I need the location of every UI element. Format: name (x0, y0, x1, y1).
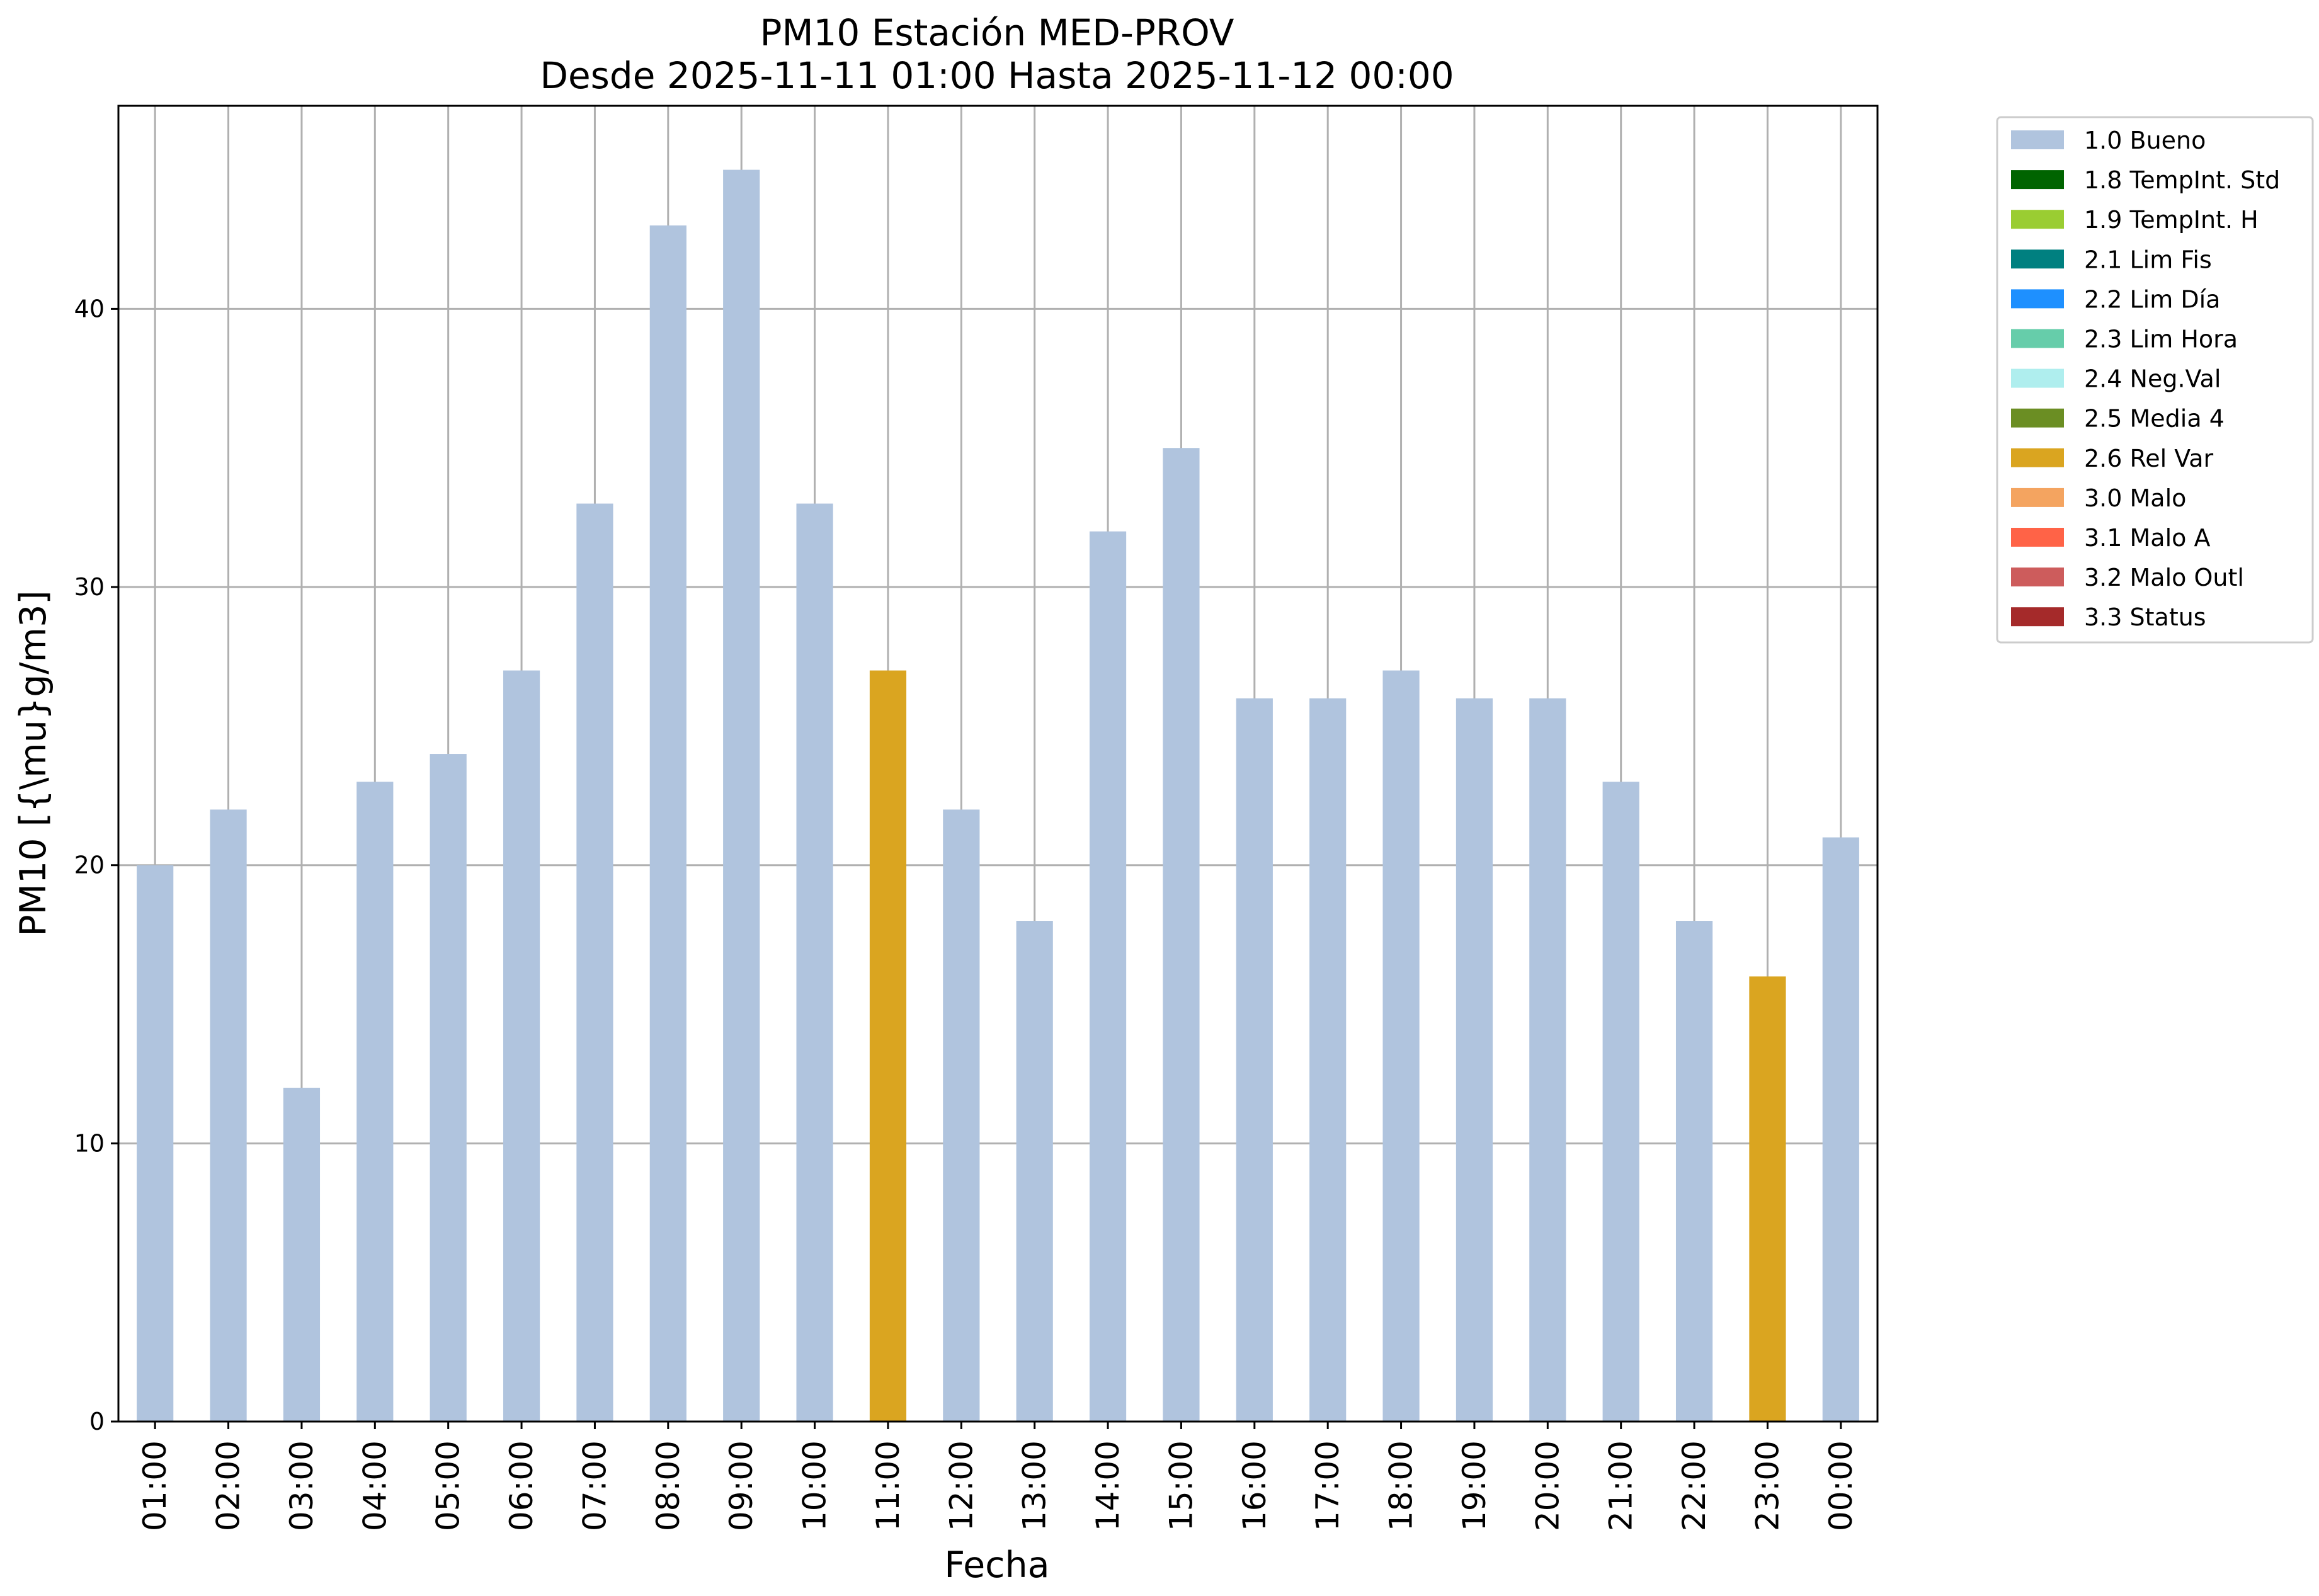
legend-label: 2.4 Neg.Val (2084, 365, 2221, 393)
bar-1400 (1089, 531, 1127, 1422)
legend-swatch (2011, 408, 2064, 428)
x-tick-label: 19:00 (1456, 1440, 1493, 1531)
bar-2200 (1675, 921, 1713, 1422)
bar-0000 (1822, 837, 1859, 1422)
x-tick-label: 09:00 (723, 1440, 760, 1531)
x-tick-label: 10:00 (797, 1440, 833, 1531)
legend-swatch (2011, 289, 2064, 309)
y-tick-label: 0 (89, 1408, 105, 1435)
bar-1000 (796, 503, 833, 1422)
bar-0700 (576, 503, 613, 1422)
x-tick-label: 15:00 (1163, 1440, 1199, 1531)
bar-2000 (1529, 698, 1566, 1422)
bar-2300 (1749, 976, 1786, 1422)
bar-2100 (1602, 782, 1639, 1422)
x-tick-label: 00:00 (1823, 1440, 1859, 1531)
x-axis-label: Fecha (944, 1544, 1049, 1586)
bar-1300 (1016, 921, 1053, 1422)
x-tick-label: 17:00 (1309, 1440, 1346, 1531)
x-tick-label: 07:00 (576, 1440, 613, 1531)
legend-label: 3.1 Malo A (2084, 524, 2210, 552)
bar-1200 (943, 809, 980, 1422)
x-tick-label: 12:00 (943, 1440, 979, 1531)
x-tick-label: 23:00 (1749, 1440, 1786, 1531)
x-tick-label: 18:00 (1383, 1440, 1420, 1531)
bar-1800 (1382, 670, 1420, 1422)
bar-0500 (430, 754, 467, 1422)
x-tick-label: 21:00 (1603, 1440, 1639, 1531)
y-axis-label: PM10 [{\mu}g/m3] (13, 590, 54, 936)
legend: 1.0 Bueno 1.8 TempInt. Std 1.9 TempInt. H 2… (1996, 116, 2314, 644)
bars (137, 169, 1859, 1422)
legend-label: 3.0 Malo (2084, 484, 2186, 512)
x-tick-label: 16:00 (1236, 1440, 1273, 1531)
y-tick-label: 20 (74, 852, 105, 879)
legend-label: 1.8 TempInt. Std (2084, 166, 2280, 194)
legend-swatch (2011, 528, 2064, 547)
legend-swatch (2011, 329, 2064, 348)
legend-label: 2.1 Lim Fis (2084, 246, 2212, 273)
legend-swatch (2011, 368, 2064, 388)
bar-1700 (1309, 698, 1347, 1422)
bar-0600 (503, 670, 540, 1422)
x-tick-label: 22:00 (1676, 1440, 1712, 1531)
x-tick-label: 02:00 (210, 1440, 247, 1531)
x-tick-label: 05:00 (430, 1440, 467, 1531)
legend-swatch (2011, 130, 2064, 149)
legend-label: 2.3 Lim Hora (2084, 326, 2238, 353)
legend-label: 1.9 TempInt. H (2084, 206, 2259, 234)
bar-0800 (649, 225, 687, 1422)
legend-swatch (2011, 567, 2064, 587)
legend-swatch (2011, 487, 2064, 507)
x-tick-label: 04:00 (356, 1440, 393, 1531)
bar-0900 (723, 169, 760, 1422)
legend-swatch (2011, 170, 2064, 190)
legend-label: 2.2 Lim Día (2084, 285, 2220, 313)
legend-label: 2.6 Rel Var (2084, 445, 2214, 472)
y-tick-label: 30 (74, 573, 105, 601)
legend-swatch (2011, 249, 2064, 269)
legend-label: 3.3 Status (2084, 603, 2206, 631)
bar-0100 (137, 865, 174, 1422)
legend-swatch (2011, 448, 2064, 467)
chart-subtitle: Desde 2025-11-11 01:00 Hasta 2025-11-12 … (540, 54, 1454, 97)
bar-1900 (1456, 698, 1493, 1422)
plot-frame (117, 105, 1879, 1423)
legend-swatch (2011, 607, 2064, 627)
chart-title: PM10 Estación MED-PROV (760, 11, 1234, 54)
bar-1100 (869, 670, 907, 1422)
bar-1500 (1163, 448, 1200, 1422)
x-tick-label: 01:00 (137, 1440, 173, 1531)
x-tick-label: 06:00 (503, 1440, 540, 1531)
legend-frame (1996, 116, 2314, 644)
bar-0300 (283, 1088, 321, 1422)
x-tick-label: 20:00 (1529, 1440, 1566, 1531)
y-axis: 0 10 20 30 40 (74, 295, 118, 1435)
bar-1600 (1236, 698, 1273, 1422)
legend-label: 2.5 Media 4 (2084, 405, 2225, 433)
x-tick-label: 13:00 (1017, 1440, 1053, 1531)
legend-label: 1.0 Bueno (2084, 127, 2206, 154)
x-tick-label: 08:00 (650, 1440, 687, 1531)
x-axis: 01:00 02:00 03:00 04:00 05:00 06:00 07:00 08:00… (137, 1422, 1859, 1531)
bar-0400 (356, 782, 394, 1422)
legend-swatch (2011, 210, 2064, 229)
bar-0200 (210, 809, 247, 1422)
y-tick-label: 40 (74, 295, 105, 322)
x-tick-label: 14:00 (1090, 1440, 1126, 1531)
legend-label: 3.2 Malo Outl (2084, 564, 2244, 591)
y-tick-label: 10 (74, 1129, 105, 1157)
x-tick-label: 11:00 (870, 1440, 906, 1531)
x-tick-label: 03:00 (283, 1440, 320, 1531)
